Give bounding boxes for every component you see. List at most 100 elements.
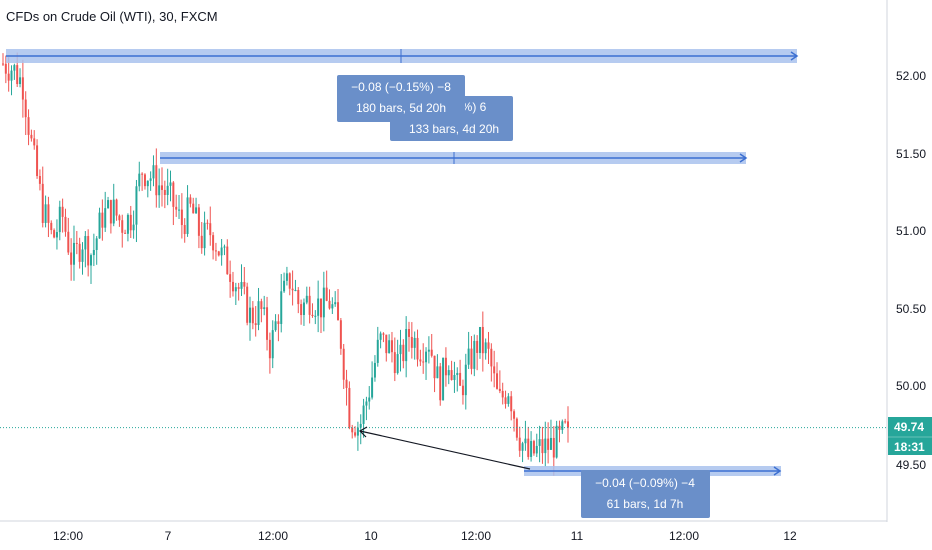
time-axis[interactable]: 12:00 7 12:00 10 12:00 11 12:00 12 — [53, 529, 797, 543]
candle-body — [484, 342, 487, 354]
measure-long-box[interactable]: −0.08 (−0.15%) −8 180 bars, 5d 20h — [337, 75, 465, 122]
candle-body — [442, 357, 445, 401]
candle — [413, 331, 416, 360]
candle-body — [53, 230, 56, 238]
candle — [124, 229, 127, 234]
candle-body — [493, 366, 496, 374]
candle-body — [507, 396, 510, 404]
candle — [200, 222, 203, 254]
candle-body — [402, 344, 405, 362]
candle — [75, 230, 78, 255]
candle-body — [178, 209, 181, 211]
measure-bottom-box[interactable]: −0.04 (−0.09%) −4 61 bars, 1d 7h — [581, 470, 710, 518]
candle-body — [72, 242, 75, 265]
measure-mid[interactable] — [160, 152, 748, 164]
candle — [169, 170, 172, 202]
candle — [379, 331, 382, 349]
candle — [427, 336, 430, 364]
candle — [527, 426, 530, 460]
candle-body — [430, 349, 433, 356]
candle-body — [337, 302, 340, 321]
candle-body — [10, 70, 13, 81]
measure-long[interactable] — [6, 49, 799, 63]
candle-body — [126, 214, 129, 234]
candle-body — [44, 204, 47, 223]
candle-body — [504, 397, 507, 404]
candle-body — [450, 370, 453, 380]
candle-body — [2, 63, 4, 65]
candle — [189, 194, 192, 208]
candle — [251, 301, 254, 330]
candle — [141, 172, 144, 191]
candle — [78, 237, 81, 269]
candle-body — [260, 301, 263, 310]
candle-body — [524, 438, 527, 444]
price-tick-label: 51.00 — [896, 224, 926, 238]
candle — [260, 298, 263, 323]
candle — [274, 314, 277, 332]
candle — [547, 422, 550, 464]
candle — [109, 199, 112, 234]
candle — [138, 161, 141, 192]
candle — [308, 286, 311, 324]
candle — [368, 386, 371, 410]
price-axis[interactable]: 52.00 51.50 51.00 50.50 50.00 49.50 — [896, 69, 926, 472]
candle — [365, 396, 368, 421]
candle-body — [64, 216, 67, 232]
candle — [2, 53, 4, 67]
candle-body — [427, 349, 430, 352]
candle — [470, 336, 473, 375]
candle-body — [308, 295, 311, 315]
candle — [376, 326, 379, 367]
candle — [158, 168, 161, 208]
candle — [277, 314, 280, 342]
candle-body — [297, 290, 300, 305]
candle-body — [229, 274, 232, 282]
measure-long-arrow — [790, 51, 799, 61]
candle — [430, 333, 433, 358]
candle-body — [21, 77, 24, 100]
candle — [487, 331, 490, 365]
candle — [476, 335, 479, 371]
candle — [371, 361, 374, 400]
candle-body — [257, 301, 260, 326]
candle — [33, 130, 36, 150]
candle — [450, 360, 453, 381]
candle — [331, 297, 334, 314]
candle — [27, 109, 30, 146]
candle-body — [339, 320, 342, 349]
candle-body — [158, 185, 161, 196]
candle-body — [81, 249, 84, 262]
candle — [271, 320, 274, 369]
candle-body — [288, 273, 291, 289]
trend-arrow-head — [359, 426, 368, 438]
candle — [498, 370, 501, 394]
candle — [311, 303, 314, 318]
candle — [112, 183, 115, 227]
candle-body — [180, 209, 183, 226]
candle-body — [271, 330, 274, 359]
candle-body — [501, 390, 504, 398]
candle-body — [498, 388, 501, 391]
candle — [442, 357, 445, 401]
candle-body — [359, 423, 362, 428]
candle-body — [436, 366, 439, 379]
candle — [396, 339, 399, 375]
candle-body — [285, 273, 288, 281]
candle — [92, 233, 95, 267]
candle — [496, 362, 499, 390]
candle — [72, 225, 75, 281]
candle-body — [552, 437, 555, 458]
candle — [237, 282, 240, 301]
candle — [166, 168, 169, 206]
trend-arrow[interactable] — [359, 426, 531, 470]
candle — [149, 171, 152, 191]
candle-body — [183, 225, 186, 235]
candle — [101, 199, 104, 241]
candle-body — [464, 364, 467, 396]
candle-body — [470, 348, 473, 369]
candle — [121, 214, 124, 248]
candle-body — [368, 397, 371, 402]
candle — [220, 239, 223, 266]
